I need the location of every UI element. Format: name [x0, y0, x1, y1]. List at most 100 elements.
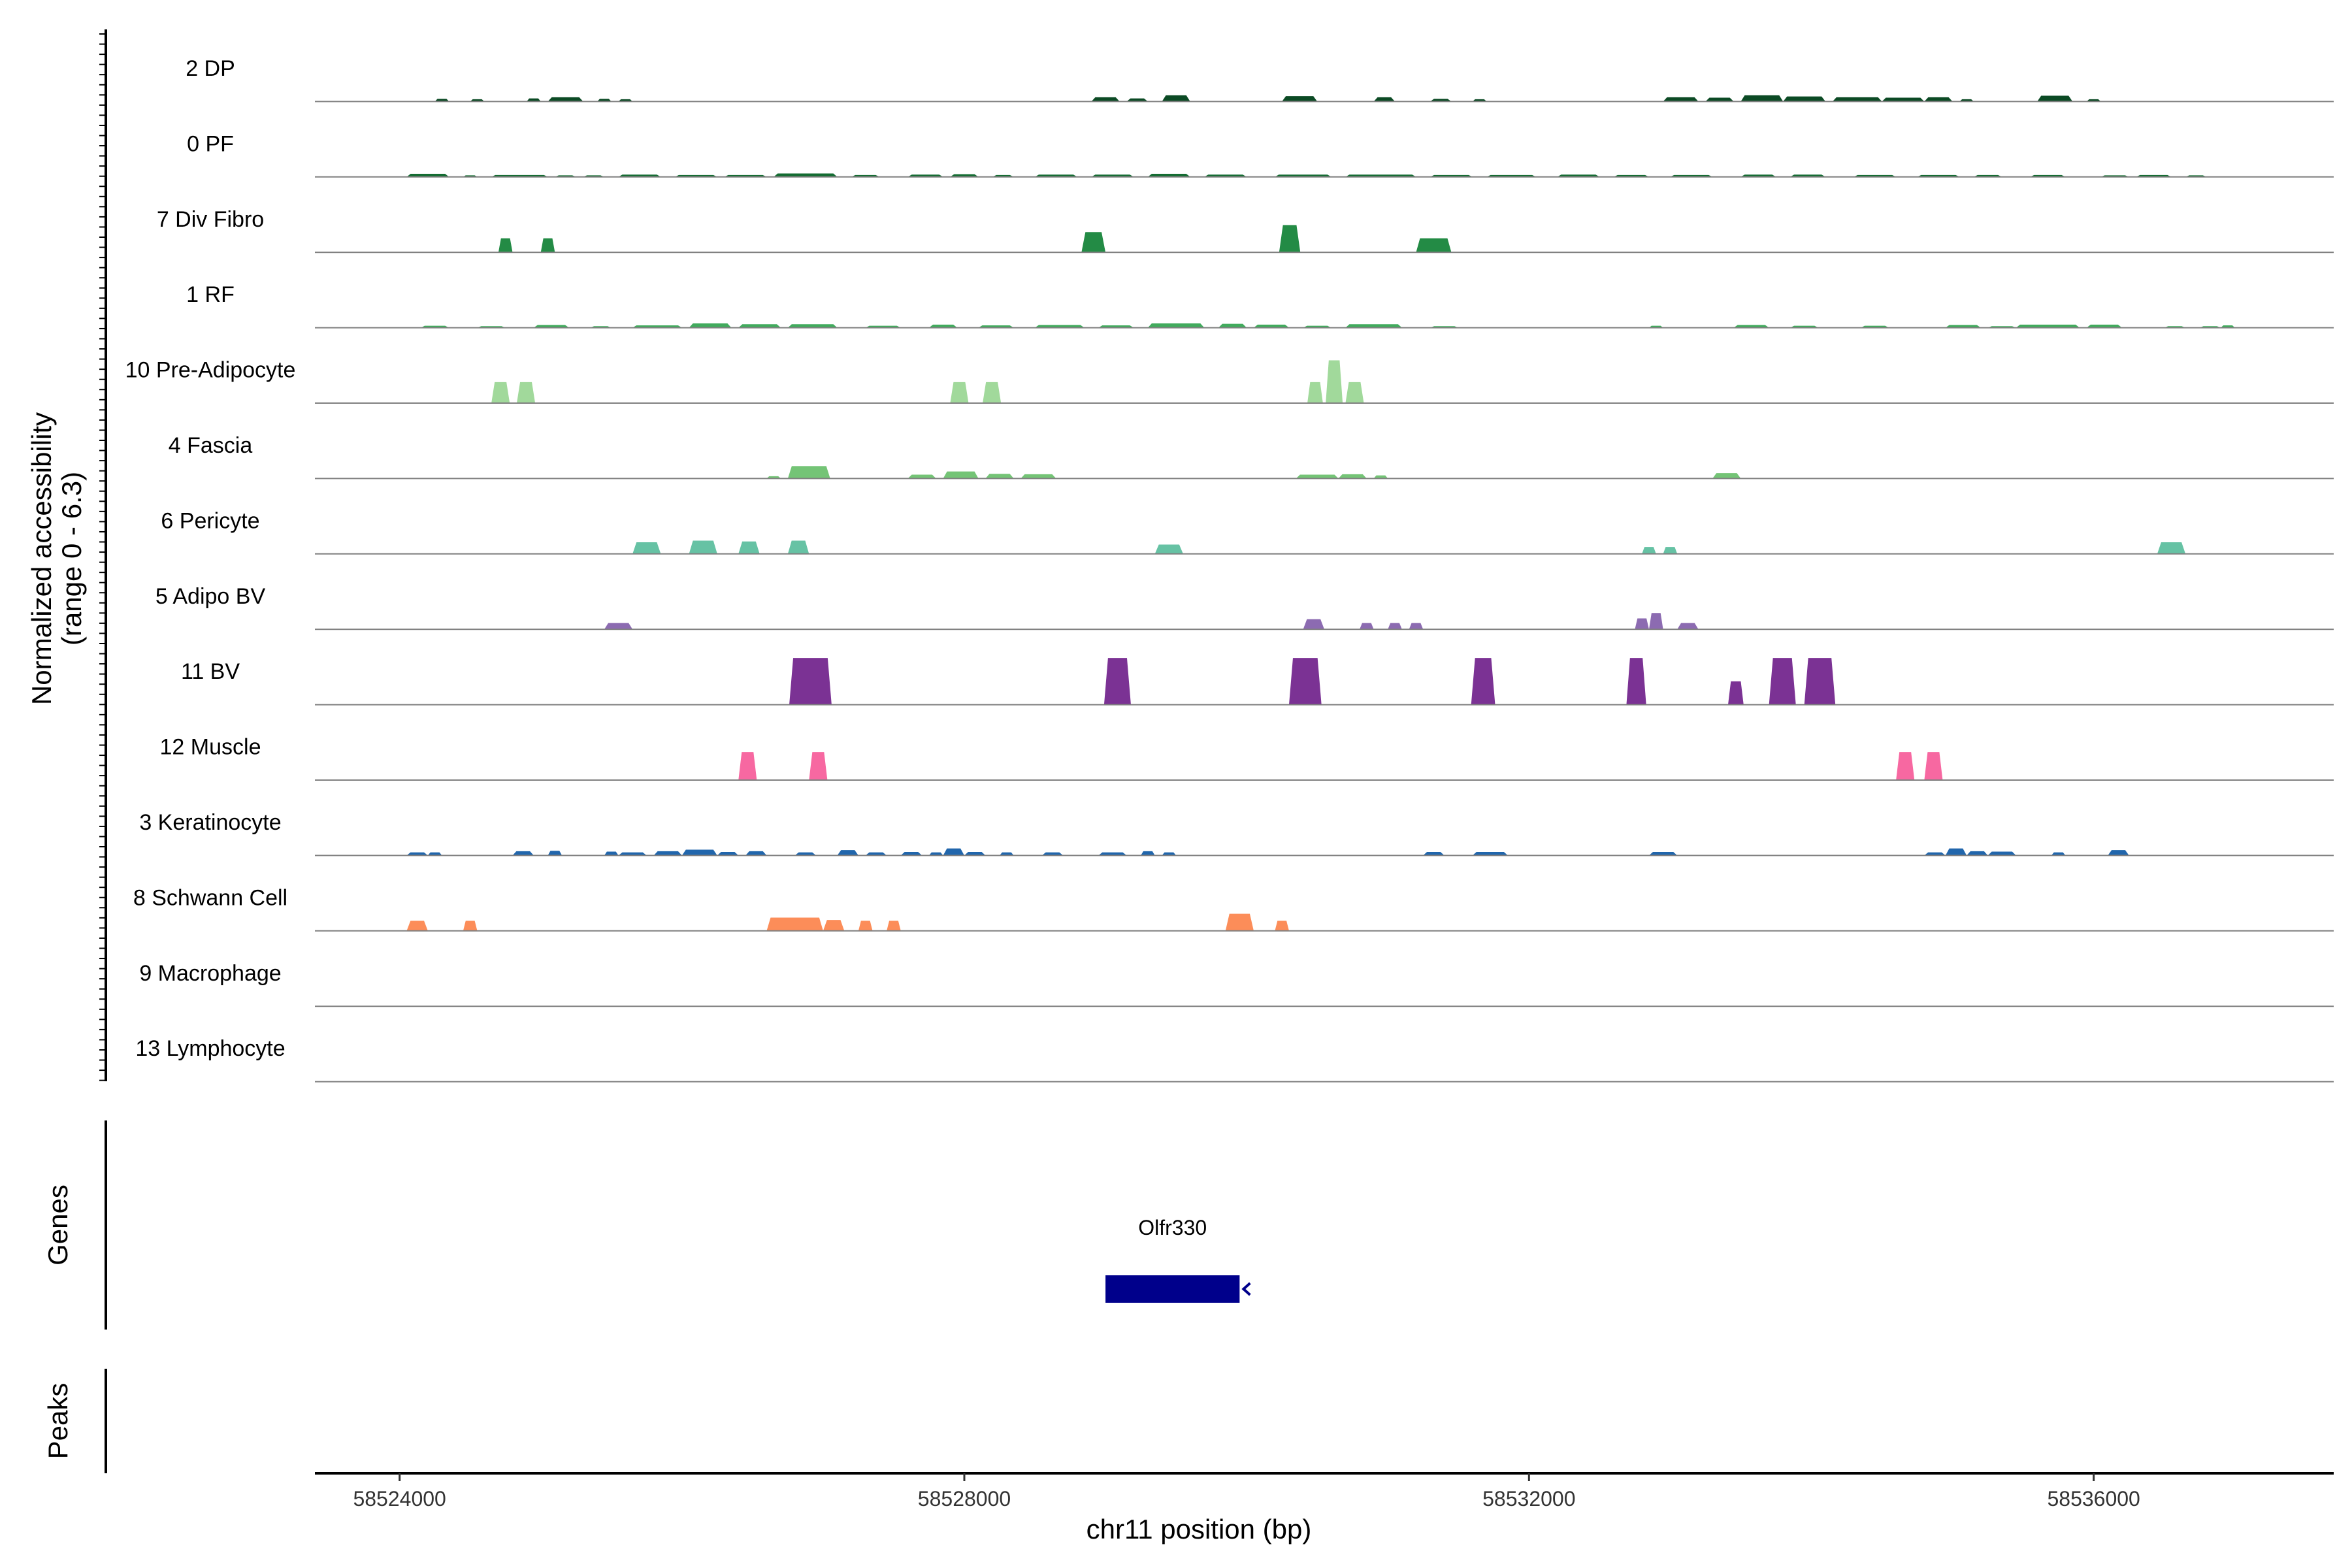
track-label: 10 Pre-Adipocyte	[125, 358, 296, 383]
coverage-peak	[1733, 325, 1769, 328]
coverage-peak	[1648, 613, 1663, 630]
coverage-peak	[434, 99, 449, 102]
track-label: 6 Pericyte	[161, 508, 259, 533]
coverage-peak	[547, 851, 563, 856]
coverage-peak	[1882, 97, 1925, 102]
track-label: 8 Schwann Cell	[133, 885, 287, 910]
coverage-peak	[1430, 99, 1452, 102]
coverage-peak	[900, 852, 923, 856]
gene-label: Olfr330	[1138, 1216, 1207, 1239]
coverage-peak	[1373, 475, 1388, 479]
coverage-peak	[1275, 921, 1289, 931]
coverage-peak	[1098, 852, 1127, 856]
track: 6 Pericyte	[161, 508, 2334, 555]
coverage-peak	[1326, 360, 1343, 403]
track-label: 3 Keratinocyte	[139, 810, 281, 835]
coverage-peak	[1279, 225, 1301, 253]
coverage-peak	[1967, 851, 1988, 856]
coverage-peak	[1103, 658, 1131, 705]
coverage-peak	[1162, 852, 1177, 856]
track-label: 13 Lymphocyte	[135, 1036, 285, 1061]
coverage-peak	[950, 174, 979, 177]
coverage-peak	[943, 471, 979, 479]
coverage-peak	[1471, 658, 1495, 705]
coverage-peak	[1945, 848, 1967, 856]
coverage-peak	[964, 852, 986, 856]
coverage-peak	[1987, 851, 2016, 856]
coverage-peak	[1141, 851, 1155, 856]
coverage-peak	[1423, 852, 1445, 856]
coverage-peak	[517, 382, 536, 403]
track-label: 7 Div Fibro	[157, 207, 264, 232]
coverage-peak	[985, 474, 1014, 479]
coverage-peak	[1804, 658, 1836, 705]
peaks-panel-label: Peaks	[42, 1383, 73, 1460]
coverage-peak	[653, 851, 682, 856]
x-ticks: 58524000 58528000 58532000 58536000	[353, 1473, 2140, 1511]
coverage-peak	[1147, 323, 1205, 328]
coverage-peak	[1740, 95, 1784, 102]
coverage-peak	[717, 852, 739, 856]
coverage-peak	[1783, 96, 1826, 102]
coverage-peak	[1945, 325, 1981, 328]
coverage-peak	[745, 851, 767, 856]
track: 8 Schwann Cell	[133, 885, 2334, 932]
y-axis-title-line2: (range 0 - 6.3)	[56, 472, 87, 645]
coverage-peak	[689, 323, 732, 328]
coverage-peak	[1218, 323, 1247, 328]
coverage-peak	[1345, 324, 1402, 328]
coverage-peak	[1648, 852, 1678, 856]
coverage-peak	[823, 920, 845, 931]
coverage-peak	[1663, 97, 1699, 102]
coverage-peak	[809, 752, 828, 780]
track-label: 12 Muscle	[160, 735, 261, 760]
track-label: 2 DP	[186, 56, 235, 81]
coverage-peak	[1035, 325, 1085, 328]
coverage-peak	[527, 98, 541, 102]
coverage-peak	[2108, 850, 2129, 856]
coverage-peak	[787, 540, 809, 554]
coverage-peak	[1388, 623, 1402, 630]
coverage-peak	[533, 325, 569, 328]
coverage-peak	[1091, 97, 1120, 102]
peaks-panel: Peaks	[42, 1369, 107, 1473]
genes-panel: Genes Olfr330	[42, 1120, 1251, 1330]
coverage-peak	[512, 851, 534, 856]
coverage-peak	[774, 173, 838, 177]
track-label: 5 Adipo BV	[155, 584, 266, 609]
track: 0 PF	[187, 131, 2334, 178]
coverage-peak	[1147, 174, 1190, 177]
coverage-peak	[1663, 547, 1678, 554]
track-label: 0 PF	[187, 131, 234, 156]
genes-panel-label: Genes	[42, 1184, 73, 1266]
coverage-peak	[928, 852, 943, 856]
strand-arrow-icon	[1241, 1282, 1251, 1296]
coverage-peak	[1626, 658, 1646, 705]
coverage-peak	[463, 921, 478, 931]
coverage-peak	[1296, 474, 1339, 479]
coverage-peak	[540, 238, 555, 253]
coverage-peak	[1126, 98, 1148, 102]
track: 12 Muscle	[160, 735, 2334, 781]
coverage-peak	[491, 382, 510, 403]
coverage-peak	[2157, 542, 2186, 554]
coverage-peak	[1635, 618, 1649, 630]
coverage-peak	[1162, 95, 1190, 102]
coverage-peak	[865, 852, 887, 856]
coverage-peak	[604, 851, 619, 856]
coverage-peak	[2016, 324, 2080, 328]
y-axis-title-line1: Normalized accessibility	[26, 412, 57, 705]
coverage-peak	[1924, 852, 1946, 856]
coverage-peak	[1307, 382, 1323, 403]
coverage-peak	[604, 623, 633, 630]
coverage-peak	[427, 852, 442, 856]
x-tick-label: 58536000	[2047, 1487, 2140, 1511]
x-tick-label: 58524000	[353, 1487, 446, 1511]
track: 10 Pre-Adipocyte	[125, 358, 2334, 404]
coverage-peak	[1769, 658, 1796, 705]
coverage-peak	[681, 849, 717, 856]
x-tick-label: 58532000	[1482, 1487, 1575, 1511]
coverage-peak	[1338, 474, 1367, 479]
coverage-peak	[1924, 97, 1953, 102]
